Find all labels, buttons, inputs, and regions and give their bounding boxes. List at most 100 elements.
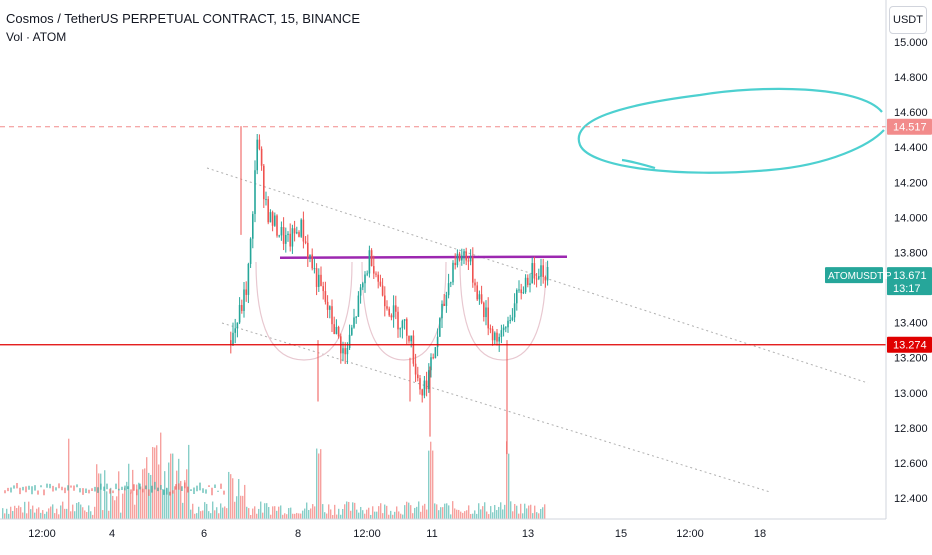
volume-bar: [266, 503, 268, 519]
volume-bar: [322, 504, 324, 519]
volume-bar: [170, 453, 172, 519]
volume-bar: [386, 505, 388, 519]
volume-bar: [200, 511, 202, 519]
volume-bar: [190, 509, 192, 519]
y-tick-label: 14.600: [894, 107, 928, 119]
volume-bar: [222, 507, 224, 519]
candle-body: [315, 268, 318, 287]
volume-bar: [302, 510, 304, 519]
candle-body: [263, 165, 265, 200]
volume-bar: [294, 513, 296, 519]
candle-body: [544, 276, 547, 281]
volume-bar: [330, 509, 332, 519]
candle-body: [419, 378, 421, 390]
candle-body: [280, 227, 283, 236]
candle-body: [467, 260, 470, 262]
volume-label: Vol · ATOM: [6, 30, 67, 44]
volume-bar: [240, 495, 242, 519]
y-tick-label: 12.400: [894, 493, 928, 505]
volume-bar: [152, 447, 154, 519]
volume-bar: [312, 504, 314, 519]
y-tick-label: 12.600: [894, 458, 928, 470]
volume-bar: [408, 502, 410, 519]
volume-bar: [400, 513, 402, 519]
volume-bar: [184, 480, 186, 519]
volume-bar: [84, 510, 86, 519]
candle-body: [285, 234, 287, 244]
candle-body: [274, 215, 276, 226]
volume-bar: [358, 512, 360, 519]
volume-bar: [300, 513, 302, 519]
volume-bar: [390, 510, 392, 519]
volume-bar: [198, 506, 200, 519]
candle-body: [364, 274, 366, 284]
volume-bar: [432, 450, 434, 519]
candle-body: [535, 278, 538, 280]
candle-body: [430, 357, 432, 371]
volume-bar: [536, 512, 538, 519]
y-tick-label: 13.800: [894, 247, 928, 259]
volume-bar: [478, 503, 480, 519]
candle-body: [414, 363, 417, 375]
volume-bar: [44, 513, 46, 519]
x-tick-label: 8: [295, 528, 301, 540]
candle-body: [491, 328, 494, 341]
volume-bar: [182, 502, 184, 519]
volume-bar: [88, 505, 90, 519]
volume-bar: [340, 514, 342, 519]
y-tick-label: 14.200: [894, 177, 928, 189]
volume-bar: [206, 503, 208, 519]
volume-bar: [298, 513, 300, 519]
volume-bar: [314, 506, 316, 519]
volume-bar: [334, 504, 336, 519]
volume-bar: [132, 469, 134, 519]
volume-bar: [288, 508, 290, 519]
volume-bar: [140, 486, 142, 519]
volume-bar: [106, 491, 108, 519]
volume-bar: [494, 505, 496, 519]
x-tick-label: 12:00: [353, 528, 381, 540]
currency-unit-button[interactable]: USDT: [889, 6, 927, 34]
volume-bar: [118, 471, 120, 519]
candle-body: [282, 227, 285, 244]
volume-bar: [98, 473, 100, 519]
candle-body: [494, 332, 496, 341]
candle-body: [406, 319, 408, 336]
neckline: [279, 255, 568, 259]
volume-bar: [166, 487, 168, 519]
volume-bar: [374, 511, 376, 519]
candle-body: [542, 265, 544, 277]
volume-bar: [442, 507, 444, 519]
last-price-label: 13.671: [893, 270, 927, 282]
volume-bar: [158, 464, 160, 519]
volume-bar: [48, 508, 50, 519]
volume-bar: [38, 507, 40, 519]
volume-bar: [436, 504, 438, 519]
volume-bar: [228, 471, 230, 519]
volume-bar: [148, 472, 150, 519]
volume-bar: [194, 513, 196, 519]
volume-bar: [504, 504, 506, 519]
candle-body: [425, 380, 428, 390]
candle-body: [392, 305, 395, 318]
candle-body: [326, 301, 329, 310]
candle-body: [381, 285, 384, 296]
y-tick-label: 14.800: [894, 72, 928, 84]
volume-bar: [394, 511, 396, 519]
x-tick-label: 13: [522, 528, 534, 540]
volume-bar: [116, 496, 118, 519]
volume-bar: [418, 501, 420, 519]
candle-body: [322, 286, 324, 292]
candle-body: [355, 316, 357, 318]
volume-bar: [238, 479, 240, 519]
y-tick-label: 13.000: [894, 388, 928, 400]
candle-body: [417, 374, 419, 379]
volume-bar: [64, 508, 66, 519]
volume-bars: [2, 432, 546, 519]
volume-bar: [254, 506, 256, 519]
candle-body: [265, 199, 267, 201]
volume-bar: [532, 513, 534, 519]
candle-body: [412, 335, 415, 364]
